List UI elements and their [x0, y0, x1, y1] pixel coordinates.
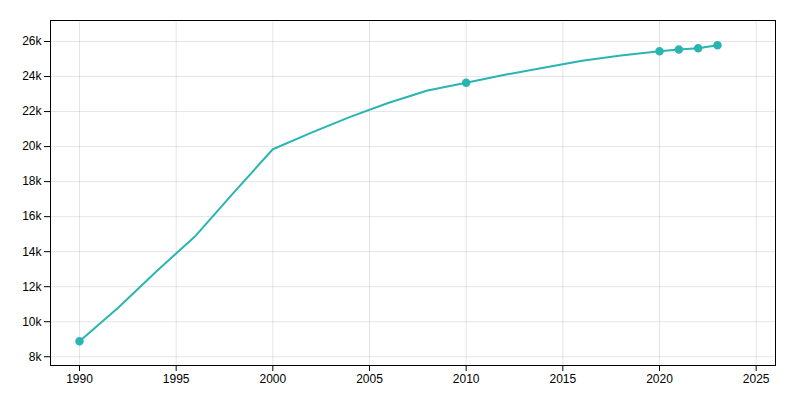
svg-text:2015: 2015: [549, 372, 576, 386]
svg-text:2005: 2005: [356, 372, 383, 386]
svg-text:2020: 2020: [646, 372, 673, 386]
svg-text:18k: 18k: [22, 174, 42, 188]
svg-text:8k: 8k: [29, 350, 43, 364]
svg-text:12k: 12k: [22, 280, 42, 294]
svg-text:24k: 24k: [22, 69, 42, 83]
svg-text:22k: 22k: [22, 104, 42, 118]
svg-text:1990: 1990: [66, 372, 93, 386]
svg-text:1995: 1995: [163, 372, 190, 386]
svg-text:10k: 10k: [22, 315, 42, 329]
svg-text:26k: 26k: [22, 34, 42, 48]
svg-text:16k: 16k: [22, 209, 42, 223]
svg-text:14k: 14k: [22, 245, 42, 259]
svg-text:2000: 2000: [259, 372, 286, 386]
svg-text:2025: 2025: [743, 372, 770, 386]
svg-text:2010: 2010: [453, 372, 480, 386]
svg-text:20k: 20k: [22, 139, 42, 153]
